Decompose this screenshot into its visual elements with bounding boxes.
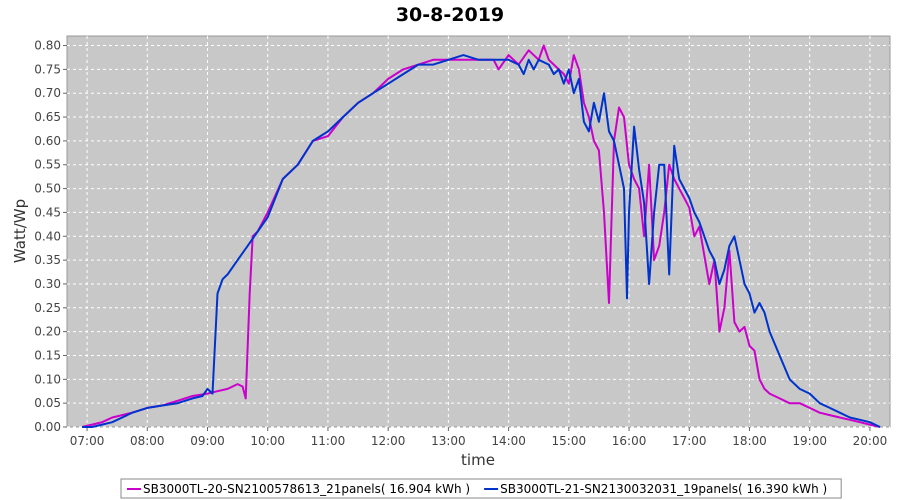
x-tick-label: 08:00	[130, 434, 165, 448]
plot-area	[66, 35, 891, 428]
y-tick-label: 0.25	[34, 301, 61, 315]
legend-label-1: SB3000TL-20-SN2100578613_21panels( 16.90…	[143, 482, 470, 496]
series-layer	[81, 44, 881, 428]
y-tick-label: 0.75	[34, 62, 61, 76]
y-tick-label: 0.20	[34, 325, 61, 339]
y-tick-label: 0.45	[34, 205, 61, 219]
series-line-1	[81, 44, 881, 428]
x-tick-label: 07:00	[70, 434, 105, 448]
x-tick-label: 14:00	[491, 434, 526, 448]
y-tick-label: 0.40	[34, 229, 61, 243]
y-tick-label: 0.10	[34, 372, 61, 386]
x-tick-label: 17:00	[672, 434, 707, 448]
series-line-2	[82, 54, 881, 428]
y-tick-label: 0.55	[34, 158, 61, 172]
y-tick-label: 0.35	[34, 253, 61, 267]
y-tick-label: 0.80	[34, 39, 61, 53]
legend-label-2: SB3000TL-21-SN2130032031_19panels( 16.39…	[500, 482, 827, 496]
legend-box	[120, 478, 842, 499]
x-tick-label: 18:00	[732, 434, 767, 448]
x-tick-label: 09:00	[190, 434, 225, 448]
y-tick-label: 0.00	[34, 420, 61, 434]
y-tick-label: 0.65	[34, 110, 61, 124]
grid	[67, 36, 890, 428]
chart-title: 30-8-2019	[396, 4, 504, 26]
x-tick-label: 19:00	[792, 434, 827, 448]
x-tick-label: 10:00	[250, 434, 285, 448]
y-tick-label: 0.15	[34, 348, 61, 362]
x-tick-label: 13:00	[431, 434, 466, 448]
x-tick-label: 11:00	[311, 434, 346, 448]
y-tick-label: 0.05	[34, 396, 61, 410]
y-tick-label: 0.60	[34, 134, 61, 148]
x-tick-label: 20:00	[853, 434, 888, 448]
legend: SB3000TL-20-SN2100578613_21panels( 16.90…	[120, 478, 842, 499]
x-tick-label: 12:00	[371, 434, 406, 448]
x-axis-label: time	[461, 451, 495, 469]
y-axis-label: Watt/Wp	[11, 199, 29, 263]
y-tick-label: 0.70	[34, 86, 61, 100]
y-tick-label: 0.30	[34, 277, 61, 291]
x-tick-label: 16:00	[612, 434, 647, 448]
axes: 0.00 0.05 0.10 0.15 0.20 0.25 0.30 0.35 0.40 0.45…	[34, 39, 887, 448]
x-tick-label: 15:00	[552, 434, 587, 448]
y-tick-label: 0.50	[34, 182, 61, 196]
